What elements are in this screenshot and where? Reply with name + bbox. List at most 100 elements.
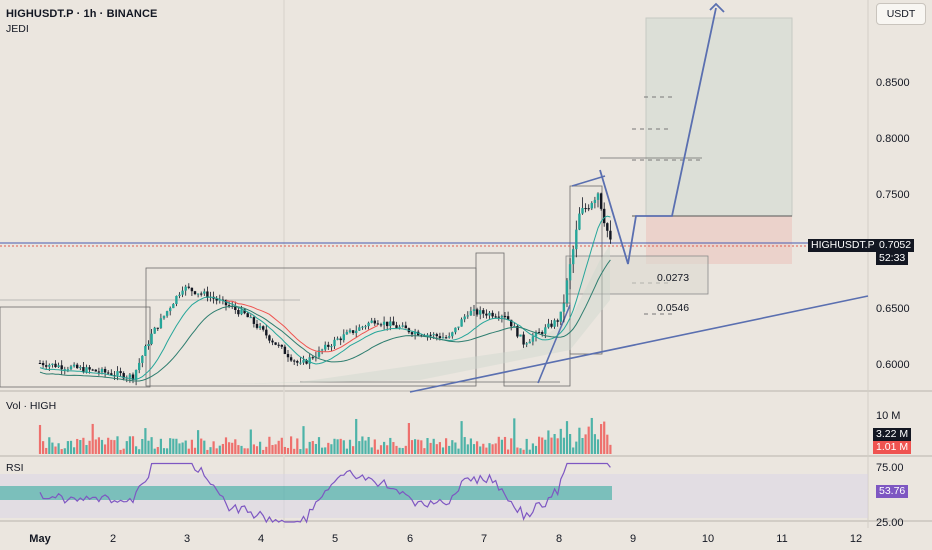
- volume-bar: [314, 443, 317, 454]
- volume-bar: [249, 429, 252, 454]
- price-tick-label: 0.6500: [876, 303, 910, 315]
- candle-body: [351, 330, 355, 334]
- candle-body: [175, 295, 178, 304]
- candle-body: [72, 364, 76, 367]
- volume-bar: [386, 445, 389, 454]
- candle-body: [138, 362, 141, 370]
- volume-bar: [342, 440, 345, 454]
- volume-bar: [383, 441, 386, 454]
- volume-bar: [156, 447, 159, 454]
- rsi-line: [39, 462, 611, 524]
- bar-countdown-tag: 52:33: [876, 252, 909, 265]
- time-axis-label: 2: [109, 533, 117, 545]
- candle-body: [379, 324, 383, 326]
- candle-body: [110, 373, 113, 376]
- volume-bar: [531, 443, 534, 454]
- volume-bar: [538, 436, 541, 454]
- volume-bar: [333, 438, 336, 454]
- volume-bar: [296, 438, 299, 454]
- volume-bar: [603, 421, 606, 454]
- volume-bar: [600, 424, 603, 454]
- volume-bar: [200, 438, 203, 454]
- candle-body: [169, 308, 172, 312]
- currency-button[interactable]: USDT: [876, 3, 926, 25]
- volume-bar: [513, 418, 516, 454]
- volume-bar: [376, 449, 379, 454]
- candle-body: [293, 360, 296, 362]
- volume-bar: [305, 448, 308, 454]
- symbol-title[interactable]: HIGHUSDT.P · 1h · BINANCE: [6, 8, 158, 20]
- volume-bar: [60, 449, 63, 454]
- candle-body: [429, 334, 432, 336]
- volume-bar: [283, 446, 286, 454]
- volume-bar: [547, 430, 550, 454]
- candle-body: [485, 313, 488, 316]
- candle-body: [568, 264, 572, 281]
- volume-bar: [302, 426, 305, 454]
- candle-body: [324, 344, 327, 350]
- candle-body: [262, 326, 265, 330]
- volume-bar: [262, 449, 265, 454]
- candle-body: [562, 303, 566, 312]
- volume-bar: [73, 447, 76, 454]
- volume-bar: [212, 441, 215, 454]
- volume-bar: [131, 436, 135, 454]
- volume-bar: [609, 444, 612, 454]
- volume-bar: [448, 445, 451, 454]
- indicator-label[interactable]: JEDI: [6, 23, 29, 35]
- volume-bar: [48, 437, 51, 454]
- candle-body: [274, 342, 277, 345]
- candle-body: [463, 316, 466, 320]
- candle-body: [159, 318, 163, 329]
- volume-bar: [355, 418, 358, 454]
- ma-line-slow: [39, 259, 611, 382]
- range-box: [0, 306, 151, 388]
- volume-bar: [135, 446, 138, 454]
- rsi-pane-label[interactable]: RSI: [6, 462, 24, 474]
- current-symbol-tag: HIGHUSDT.P: [808, 239, 878, 252]
- volume-bar: [330, 444, 333, 454]
- candle-body: [265, 329, 268, 336]
- candle-body: [76, 364, 79, 369]
- volume-bar: [476, 441, 479, 454]
- candle-body: [479, 310, 482, 315]
- candle-body: [249, 317, 252, 319]
- candle-body: [426, 334, 429, 337]
- volume-bar: [57, 443, 60, 454]
- projection-arrowhead: [709, 2, 725, 13]
- trend-line[interactable]: [409, 295, 869, 393]
- candle-body: [45, 365, 48, 367]
- volume-bar: [51, 442, 54, 454]
- candle-body: [150, 333, 153, 345]
- volume-bar: [252, 444, 255, 454]
- candle-body: [599, 193, 603, 209]
- candle-body: [103, 368, 107, 373]
- projection-path[interactable]: [599, 7, 717, 265]
- trend-line[interactable]: [537, 304, 571, 384]
- volume-bar: [404, 445, 407, 454]
- volume-bar: [528, 449, 531, 454]
- candle-body: [57, 365, 60, 368]
- volume-bar: [497, 436, 500, 454]
- volume-bar: [197, 430, 200, 454]
- time-axis-label: 11: [776, 533, 788, 545]
- volume-bar: [373, 439, 376, 454]
- volume-bar: [398, 447, 401, 454]
- volume-bar: [348, 439, 352, 454]
- candle-body: [178, 294, 181, 296]
- volume-bar: [361, 436, 364, 454]
- volume-bar: [110, 439, 113, 454]
- volume-pane-label[interactable]: Vol · HIGH: [6, 400, 57, 412]
- candle-body: [69, 366, 73, 370]
- trend-line[interactable]: [571, 175, 606, 187]
- current-price-tag: 0.7052: [876, 239, 915, 252]
- candle-body: [603, 208, 606, 224]
- volume-bar: [274, 444, 277, 454]
- candle-body: [506, 316, 510, 320]
- candle-body: [590, 203, 593, 209]
- time-axis-label: 8: [555, 533, 563, 545]
- candle-body: [389, 321, 392, 327]
- volume-bar: [172, 438, 175, 454]
